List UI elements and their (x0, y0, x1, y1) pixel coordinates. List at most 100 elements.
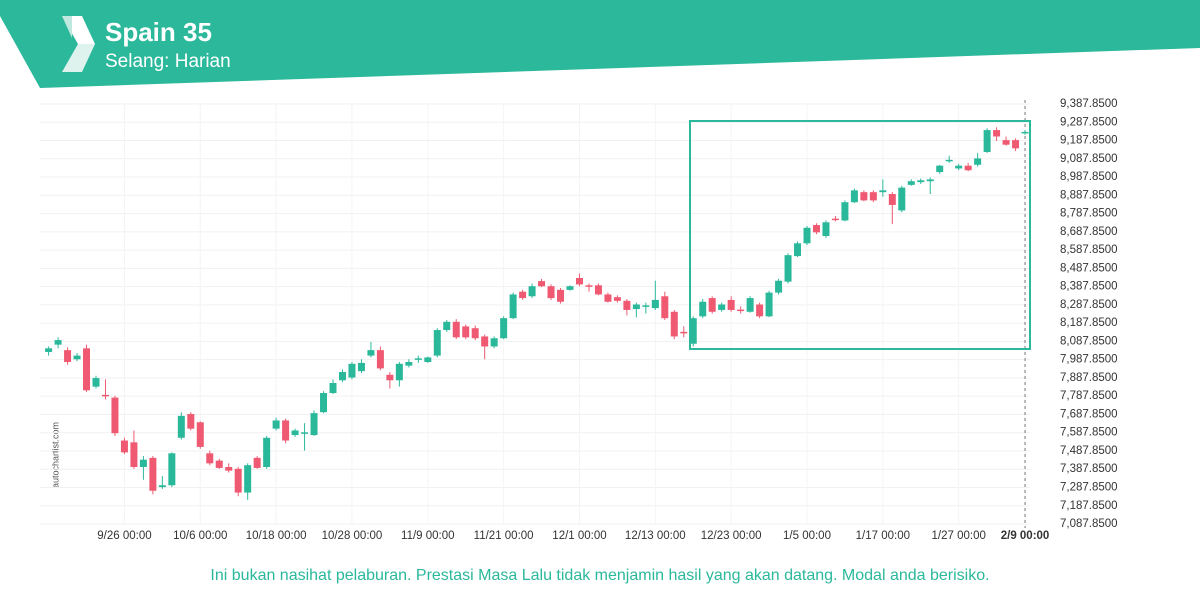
candle-body (158, 485, 166, 488)
candle-body (149, 457, 157, 491)
candle-body (1002, 140, 1010, 145)
x-tick-label: 10/18 00:00 (246, 530, 307, 542)
candle-body (282, 420, 290, 441)
candle-body (54, 340, 62, 345)
candle-body (585, 285, 593, 287)
y-tick-label: 8,887.8500 (1060, 189, 1118, 201)
candle-body (936, 165, 944, 173)
candle-body (594, 285, 602, 295)
y-tick-label: 7,487.8500 (1060, 445, 1118, 457)
candle-body (1021, 131, 1029, 134)
candle-body (405, 361, 413, 366)
y-tick-label: 7,887.8500 (1060, 372, 1118, 384)
watermark: autochartist.com (50, 422, 60, 488)
x-tick-label: 10/28 00:00 (322, 530, 383, 542)
candle-body (575, 277, 583, 285)
y-tick-label: 7,787.8500 (1060, 390, 1118, 402)
candle-body (907, 181, 915, 185)
candle-body (92, 378, 100, 387)
candle-body (727, 299, 735, 310)
candle-body (433, 330, 441, 356)
candle-body (718, 304, 726, 310)
candle-body (329, 382, 337, 394)
candle-body (64, 350, 72, 362)
candle-body (538, 281, 546, 287)
candle-body (955, 165, 963, 169)
logo (62, 16, 95, 72)
candle-body (519, 291, 527, 299)
candle-body (680, 331, 688, 334)
candle-body (130, 442, 138, 467)
candle-body (1012, 140, 1020, 149)
candle-body (301, 432, 309, 434)
candle-body (841, 202, 849, 221)
candle-body (632, 304, 640, 310)
candle-body (566, 286, 574, 290)
candle-body (462, 326, 470, 338)
candle-body (310, 413, 318, 436)
y-tick-label: 8,987.8500 (1060, 171, 1118, 183)
candle-body (263, 437, 271, 467)
y-tick-label: 7,287.8500 (1060, 482, 1118, 494)
candle-body (879, 190, 887, 193)
x-tick-label: 12/13 00:00 (625, 530, 686, 542)
candle-body (244, 465, 252, 493)
x-tick-label: 12/1 00:00 (552, 530, 606, 542)
candle-body (320, 393, 328, 413)
candle-body (357, 362, 365, 372)
y-tick-label: 9,387.8500 (1060, 98, 1118, 110)
candle-body (215, 460, 223, 468)
x-tick-label: 10/6 00:00 (173, 530, 227, 542)
y-tick-label: 8,687.8500 (1060, 226, 1118, 238)
candle-body (993, 130, 1001, 137)
y-tick-label: 8,587.8500 (1060, 244, 1118, 256)
candle-body (424, 357, 432, 362)
candle-body (803, 227, 811, 244)
y-tick-label: 8,087.8500 (1060, 335, 1118, 347)
y-tick-label: 7,987.8500 (1060, 354, 1118, 366)
candle-body (689, 318, 697, 344)
candle-body (500, 318, 508, 339)
candle-body (888, 193, 896, 205)
y-tick-label: 8,787.8500 (1060, 208, 1118, 220)
disclaimer: Ini bukan nasihat pelaburan. Prestasi Ma… (210, 567, 989, 584)
candle-body (443, 321, 451, 331)
candle-body (604, 294, 612, 302)
y-tick-label: 8,487.8500 (1060, 262, 1118, 274)
y-tick-label: 7,587.8500 (1060, 427, 1118, 439)
candle-body (272, 420, 280, 429)
candle-body (974, 158, 982, 165)
candle-body (206, 453, 214, 464)
candle-body (642, 305, 650, 307)
chart-title: Spain 35 (105, 17, 212, 47)
candle-body (945, 159, 953, 162)
candle-body (490, 338, 498, 347)
candle-body (395, 363, 403, 381)
candle-body (898, 187, 906, 211)
x-tick-label: 1/5 00:00 (783, 530, 831, 542)
candle-body (386, 374, 394, 381)
y-tick-label: 9,187.8500 (1060, 135, 1118, 147)
x-tick-label: 1/17 00:00 (856, 530, 910, 542)
candle-body (367, 350, 375, 356)
candle-body (651, 299, 659, 309)
candle-body (917, 180, 925, 183)
candle-body (528, 286, 536, 297)
candle-body (45, 348, 53, 352)
x-tick-label: 9/26 00:00 (97, 530, 151, 542)
y-tick-label: 7,087.8500 (1060, 518, 1118, 530)
candle-body (196, 422, 204, 447)
y-tick-label: 7,187.8500 (1060, 500, 1118, 512)
candle-body (547, 286, 555, 299)
candle-body (452, 321, 460, 338)
x-tick-label: 11/9 00:00 (401, 530, 455, 542)
y-tick-label: 8,287.8500 (1060, 299, 1118, 311)
candle-body (983, 130, 991, 152)
y-tick-label: 9,287.8500 (1060, 116, 1118, 128)
plot: 7,087.8500 7,187.8500 7,287.8500 7,387.8500… (40, 98, 1118, 542)
candle-body (670, 311, 678, 337)
candle-body (376, 350, 384, 369)
x-tick-label: 1/27 00:00 (932, 530, 986, 542)
candle-body (613, 297, 621, 301)
